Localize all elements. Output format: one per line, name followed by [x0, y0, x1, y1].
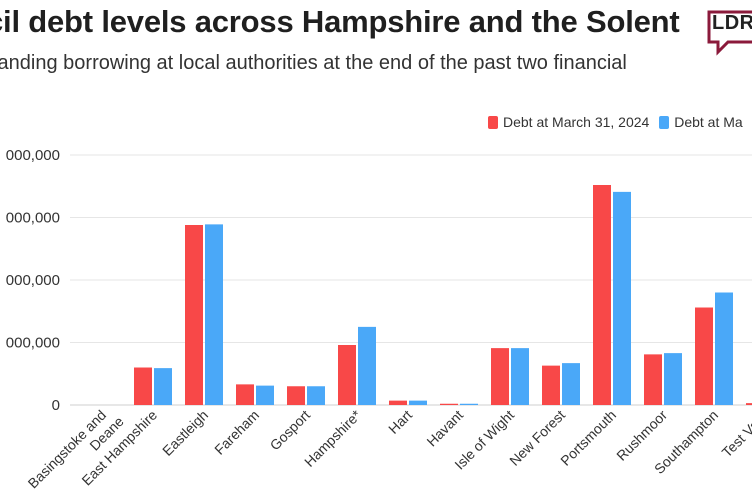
- legend-item-2025[interactable]: Debt at Ma: [659, 114, 743, 130]
- bar-2024-7: [440, 403, 458, 405]
- bar-2024-3: [236, 384, 254, 405]
- bar-2024-5: [338, 345, 356, 405]
- x-tick-label-3: Fareham: [211, 407, 262, 458]
- chart-legend: Debt at March 31, 2024 Debt at Ma: [488, 114, 749, 132]
- bar-2025-4: [307, 386, 325, 405]
- bar-2024-10: [593, 185, 611, 405]
- ldr-logo-icon: [707, 10, 752, 56]
- chart-title: cil debt levels across Hampshire and the…: [0, 4, 680, 39]
- bar-2024-9: [542, 365, 560, 405]
- chart-subtitle: standing borrowing at local authorities …: [0, 52, 627, 74]
- y-tick-label-0: 0: [52, 397, 60, 414]
- y-tick-label-1: 000,000: [6, 335, 60, 352]
- legend-swatch-2024: [488, 115, 498, 129]
- x-tick-label-6: Hart: [385, 407, 415, 437]
- logo-text: LDR: [712, 12, 752, 34]
- legend-label-2024: Debt at March 31, 2024: [503, 114, 650, 130]
- bar-2025-3: [256, 385, 274, 405]
- bar-2024-12: [695, 307, 713, 405]
- bar-2024-4: [287, 386, 305, 405]
- x-tick-label-10: Portsmouth: [557, 407, 619, 469]
- bar-2025-1: [154, 368, 172, 405]
- bar-2025-7: [460, 403, 478, 405]
- x-tick-label-7: Havant: [423, 407, 466, 450]
- bar-2024-2: [185, 225, 203, 405]
- bar-2025-8: [511, 348, 529, 405]
- x-tick-label-4: Gosport: [267, 407, 314, 454]
- x-tick-label-line: Havant: [423, 407, 466, 450]
- bar-2025-11: [664, 353, 682, 405]
- x-tick-label-13: Test Valle: [719, 407, 752, 461]
- bar-2024-6: [389, 400, 407, 405]
- x-tick-label-2: Eastleigh: [159, 407, 211, 459]
- legend-item-2024[interactable]: Debt at March 31, 2024: [488, 114, 649, 130]
- y-tick-label-2: 000,000: [6, 272, 60, 289]
- bar-2025-9: [562, 363, 580, 405]
- y-tick-label-3: 000,000: [6, 210, 60, 227]
- bar-2025-10: [613, 191, 631, 405]
- bar-2025-2: [205, 224, 223, 405]
- y-tick-label-4: 000,000: [6, 147, 60, 164]
- legend-label-2025: Debt at Ma: [674, 114, 743, 130]
- x-tick-label-line: Eastleigh: [159, 407, 211, 459]
- bar-2024-8: [491, 348, 509, 405]
- bar-2024-1: [134, 367, 152, 405]
- bar-2024-11: [644, 354, 662, 405]
- bar-2025-5: [358, 326, 376, 405]
- x-tick-label-line: Gosport: [267, 407, 314, 454]
- bar-2024-13: [746, 403, 752, 405]
- x-tick-label-line: Hart: [385, 407, 415, 437]
- bar-2025-12: [715, 292, 733, 405]
- bar-2025-6: [409, 400, 427, 405]
- legend-swatch-2025: [659, 115, 670, 129]
- x-tick-label-line: Fareham: [211, 407, 262, 458]
- x-tick-label-line: Portsmouth: [557, 407, 619, 469]
- x-tick-label-line: Test Valle: [719, 407, 752, 461]
